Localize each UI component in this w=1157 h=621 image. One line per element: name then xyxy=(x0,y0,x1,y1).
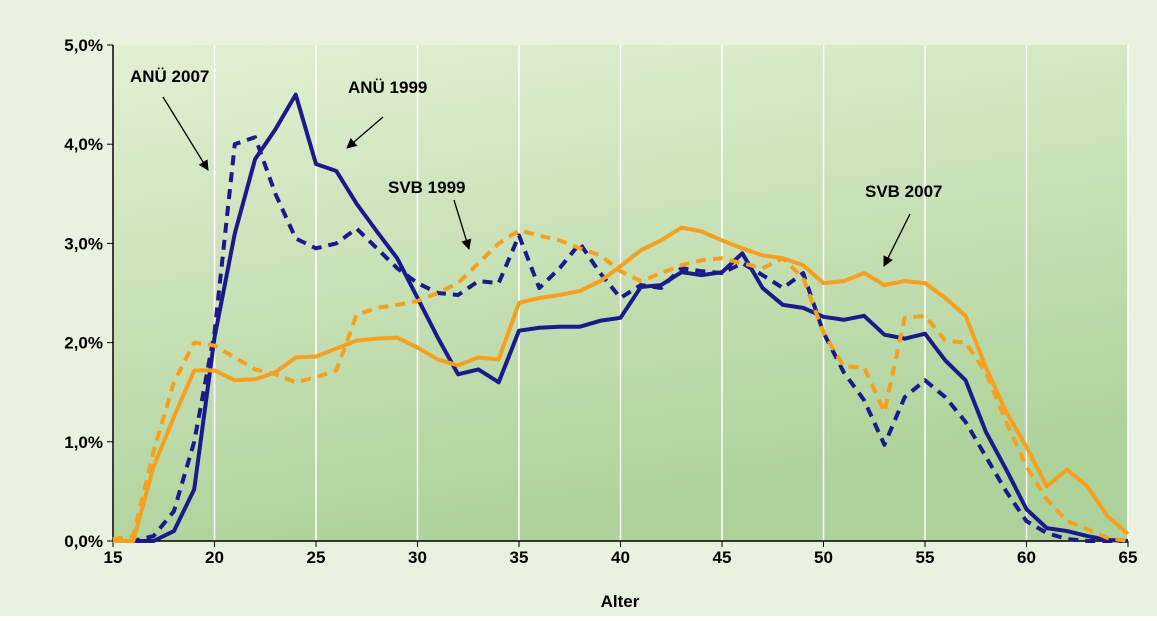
x-tick-label: 50 xyxy=(814,548,833,567)
y-tick-label: 2,0% xyxy=(64,334,103,353)
series-line xyxy=(113,225,1130,543)
y-tick-label: 4,0% xyxy=(64,135,103,154)
series-line xyxy=(113,92,1129,543)
x-tick-label: 35 xyxy=(510,548,529,567)
series-annotation: SVB 1999 xyxy=(388,178,466,197)
y-tick-label: 1,0% xyxy=(64,433,103,452)
x-tick-label: 40 xyxy=(611,548,630,567)
annotation-arrow xyxy=(883,213,911,267)
annotation-arrow xyxy=(346,116,384,149)
x-tick-label: 60 xyxy=(1017,548,1036,567)
annotation-arrow xyxy=(162,96,209,171)
y-tick-label: 3,0% xyxy=(64,234,103,253)
x-tick-label: 25 xyxy=(307,548,326,567)
series-line xyxy=(112,228,1129,543)
annotation-arrow xyxy=(453,199,472,250)
x-axis-label: Alter xyxy=(601,592,640,611)
x-tick-label: 15 xyxy=(104,548,123,567)
series-annotation: SVB 2007 xyxy=(865,182,943,201)
x-tick-label: 45 xyxy=(713,548,732,567)
x-tick-label: 20 xyxy=(205,548,224,567)
x-tick-label: 30 xyxy=(408,548,427,567)
y-tick-label: 5,0% xyxy=(64,36,103,55)
series-annotation: ANÜ 2007 xyxy=(130,67,209,86)
y-tick-label: 0,0% xyxy=(64,532,103,551)
x-tick-label: 55 xyxy=(916,548,935,567)
series-line xyxy=(113,135,1128,543)
x-tick-label: 65 xyxy=(1119,548,1138,567)
series-annotation: ANÜ 1999 xyxy=(348,78,427,97)
